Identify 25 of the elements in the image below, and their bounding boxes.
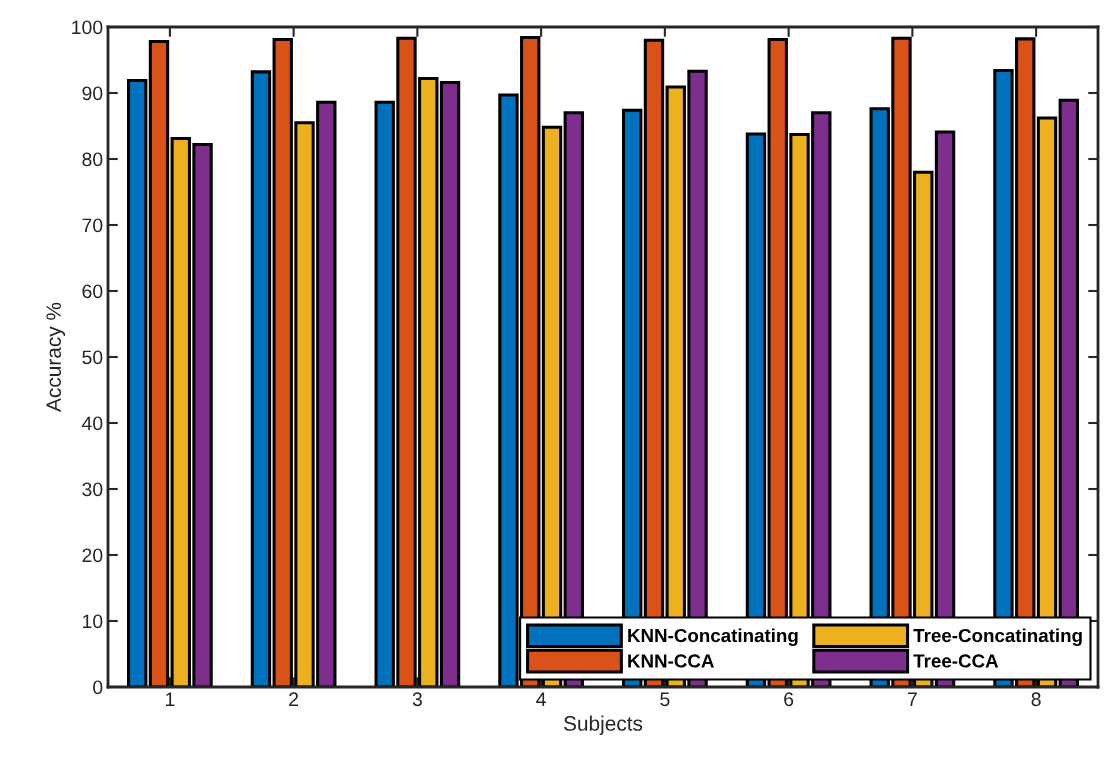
x-tick-label: 1 bbox=[165, 692, 175, 706]
x-tick-label: 4 bbox=[536, 692, 546, 706]
x-tick-label: 3 bbox=[412, 692, 422, 707]
x-tick-label: 2 bbox=[289, 692, 299, 706]
x-tick-label: 5 bbox=[660, 692, 670, 707]
x-tick-label: 7 bbox=[907, 692, 917, 706]
legend-label: Tree-Concatinating bbox=[913, 628, 1082, 646]
y-tick-label: 40 bbox=[81, 416, 103, 431]
y-axis-title: Accuracy % bbox=[46, 302, 66, 412]
y-tick-label: 90 bbox=[82, 86, 103, 101]
x-tick-label: 8 bbox=[1031, 692, 1041, 707]
y-tick-label: 60 bbox=[82, 284, 103, 299]
y-tick-label: 50 bbox=[82, 350, 103, 365]
y-tick-label: 100 bbox=[72, 20, 103, 35]
y-tick-label: 20 bbox=[82, 548, 103, 563]
y-tick-label: 10 bbox=[83, 614, 103, 629]
x-axis-title: Subjects bbox=[564, 715, 643, 735]
y-tick-label: 70 bbox=[82, 218, 103, 233]
legend-label: KNN-CCA bbox=[628, 654, 714, 668]
y-tick-label: 30 bbox=[82, 482, 103, 497]
y-tick-label: 0 bbox=[93, 680, 103, 695]
legend-label: Tree-CCA bbox=[913, 654, 999, 668]
legend-label: KNN-Concatinating bbox=[628, 628, 798, 646]
y-tick-label: 80 bbox=[82, 152, 103, 167]
x-tick-label: 6 bbox=[784, 692, 794, 707]
